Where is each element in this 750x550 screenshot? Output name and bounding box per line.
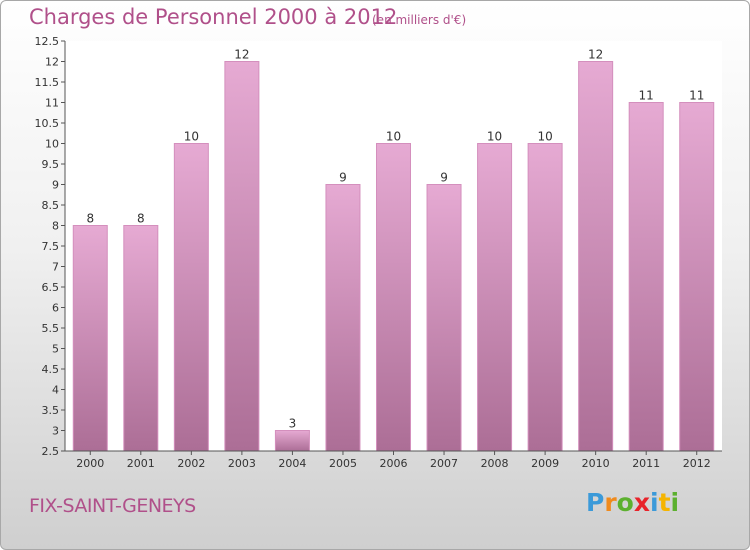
y-tick-label: 4.5	[42, 363, 60, 376]
bar-2001	[123, 225, 159, 452]
x-tick-label: 2003	[228, 457, 256, 470]
y-tick-label: 11.5	[35, 76, 60, 89]
logo-letter: t	[658, 488, 671, 517]
data-label: 10	[386, 130, 401, 144]
bar-2002	[173, 143, 209, 452]
y-tick-label: 12	[45, 56, 59, 69]
data-label: 11	[639, 89, 654, 103]
logo-letter: P	[586, 488, 605, 517]
bar-2005	[325, 184, 361, 452]
x-tick-label: 2011	[632, 457, 660, 470]
y-tick-label: 3	[52, 425, 59, 438]
data-label: 10	[537, 130, 552, 144]
y-tick-label: 11	[45, 97, 59, 110]
logo-letter: i	[670, 488, 680, 517]
y-tick-label: 12.5	[35, 35, 60, 48]
data-label: 10	[184, 130, 199, 144]
bar-2007	[426, 184, 462, 452]
x-tick-label: 2005	[329, 457, 357, 470]
x-tick-label: 2010	[582, 457, 610, 470]
chart-title: Charges de Personnel 2000 à 2012	[29, 5, 398, 29]
y-tick-label: 8	[52, 220, 59, 233]
proxiti-logo[interactable]: Proxiti	[586, 488, 679, 517]
y-tick-label: 4	[52, 384, 59, 397]
data-label: 9	[440, 171, 448, 185]
data-label: 8	[137, 212, 145, 226]
data-label: 12	[234, 48, 249, 62]
y-tick-label: 9.5	[42, 158, 60, 171]
bar-2010	[578, 61, 614, 452]
y-tick-label: 6	[52, 302, 59, 315]
x-tick-label: 2004	[278, 457, 306, 470]
data-label: 11	[689, 89, 704, 103]
y-tick-label: 10	[45, 138, 59, 151]
bar-2004	[274, 430, 310, 452]
logo-letter: x	[633, 488, 650, 517]
bar-2000	[72, 225, 108, 452]
logo-letter: r	[604, 488, 617, 517]
x-axis: 2000 2001 2002 2003 2004 2005 2006 2007 2008 2009…	[65, 450, 722, 470]
x-tick-label: 2012	[683, 457, 711, 470]
data-label: 3	[289, 417, 297, 431]
y-tick-label: 2.5	[42, 445, 60, 458]
bar-2008	[477, 143, 513, 452]
bar-2006	[376, 143, 411, 452]
x-tick-label: 2008	[481, 457, 509, 470]
x-tick-label: 2000	[76, 457, 104, 470]
x-tick-label: 2006	[380, 457, 408, 470]
logo-letter: i	[650, 488, 659, 517]
data-label: 9	[339, 171, 347, 185]
y-tick-label: 7	[52, 261, 59, 274]
y-tick-label: 5	[52, 343, 59, 356]
y-tick-label: 6.5	[42, 281, 60, 294]
bar-2003	[224, 61, 260, 452]
y-tick-label: 8.5	[42, 199, 60, 212]
x-tick-label: 2001	[127, 457, 155, 470]
bar-2011	[628, 102, 664, 452]
x-tick-label: 2002	[177, 457, 205, 470]
data-label: 10	[487, 130, 502, 144]
data-label: 8	[86, 212, 94, 226]
y-tick-label: 5.5	[42, 322, 60, 335]
commune-name: FIX-SAINT-GENEYS	[29, 495, 196, 517]
data-label: 12	[588, 48, 603, 62]
logo-letter: o	[616, 488, 634, 517]
bar-2012	[679, 102, 715, 452]
chart-subtitle: (en milliers d'€)	[372, 13, 467, 27]
bar-2009	[527, 143, 563, 452]
bars-group: 8 8 10 12 3 9 10 9 10 10 12 11 11	[72, 48, 715, 452]
y-tick-label: 9	[52, 179, 59, 192]
y-tick-label: 10.5	[35, 117, 60, 130]
y-tick-label: 3.5	[42, 404, 60, 417]
x-tick-label: 2007	[430, 457, 458, 470]
y-axis: 2.5 3 3.5 4 4.5 5 5.5 6 6.5 7 7.5 8 8.5 9 9.5 10 10.5 11 1…	[35, 35, 66, 458]
y-tick-label: 7.5	[42, 240, 60, 253]
x-tick-label: 2009	[531, 457, 559, 470]
